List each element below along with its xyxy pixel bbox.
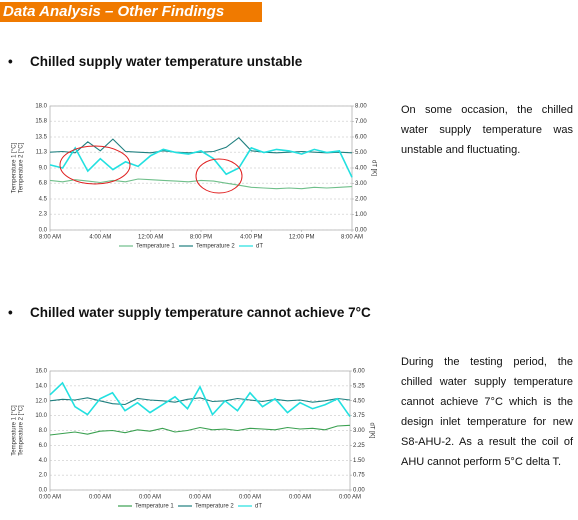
y-tick-label: 14.0 — [35, 383, 47, 389]
y2-tick-label: 6.00 — [353, 369, 365, 375]
y-tick-label: 10.0 — [35, 413, 47, 419]
y-tick-label: 2.3 — [39, 212, 48, 218]
y-axis-label: Temperature 1 [°C] — [12, 405, 18, 456]
heading-text: Chilled supply water temperature unstabl… — [30, 54, 303, 69]
y-axis-label: Temperature 2 [°C] — [19, 405, 25, 456]
series-line — [49, 136, 353, 154]
y-tick-label: 2.0 — [39, 473, 48, 479]
y2-tick-label: 2.25 — [353, 443, 365, 449]
x-tick-label: 0:00 AM — [189, 495, 211, 501]
plot-area — [49, 105, 353, 231]
title-bar: Data Analysis – Other Findings — [0, 2, 262, 22]
y-tick-label: 12.0 — [35, 398, 47, 404]
paragraph: On some occasion, the chilled water supp… — [401, 104, 573, 156]
x-tick-label: 0:00 AM — [139, 495, 161, 501]
series-line — [49, 381, 351, 418]
legend-label: dT — [255, 504, 262, 510]
y-tick-label: 8.0 — [39, 428, 48, 434]
y2-tick-label: 0.00 — [353, 488, 365, 494]
x-tick-label: 12:00 PM — [289, 235, 315, 241]
x-tick-label: 0:00 AM — [339, 495, 361, 501]
y-axis-label: Temperature 1 [°C] — [12, 142, 18, 193]
y-tick-label: 16.0 — [35, 369, 47, 375]
y2-tick-label: 3.00 — [353, 428, 365, 434]
legend-label: Temperature 1 — [136, 244, 175, 250]
y2-tick-label: 1.00 — [355, 212, 367, 218]
y2-tick-label: 3.00 — [355, 181, 367, 187]
y-tick-label: 11.3 — [36, 150, 48, 156]
x-tick-label: 0:00 AM — [289, 495, 311, 501]
x-tick-label: 4:00 AM — [89, 235, 111, 241]
y-tick-label: 18.0 — [35, 104, 47, 110]
y2-tick-label: 0.75 — [353, 473, 365, 479]
y2-tick-label: 4.00 — [355, 166, 367, 172]
heading-text: Chilled water supply temperature cannot … — [30, 305, 371, 320]
x-tick-label: 8:00 PM — [190, 235, 212, 241]
x-tick-label: 0:00 AM — [239, 495, 261, 501]
y2-tick-label: 2.00 — [355, 197, 367, 203]
y2-tick-label: 5.25 — [353, 383, 365, 389]
y-tick-label: 4.0 — [39, 458, 48, 464]
y2-tick-label: 5.00 — [355, 150, 367, 156]
paragraph: During the testing period, the chilled w… — [401, 356, 573, 468]
highlight-ellipse — [59, 145, 131, 185]
y-tick-label: 0.0 — [39, 228, 48, 234]
y2-tick-label: 3.75 — [353, 413, 365, 419]
x-tick-label: 8:00 AM — [341, 235, 363, 241]
y2-tick-label: 0.00 — [355, 228, 367, 234]
y2-axis-label: dT [K] — [368, 423, 374, 439]
y2-axis-label: dT [K] — [370, 160, 376, 176]
bullet-heading: • Chilled supply water temperature unstab… — [8, 54, 303, 69]
legend-label: dT — [256, 244, 263, 250]
y-tick-label: 0.0 — [39, 488, 48, 494]
y-tick-label: 4.5 — [39, 197, 48, 203]
y-tick-label: 6.8 — [39, 181, 48, 187]
x-tick-label: 0:00 AM — [39, 495, 61, 501]
series-line — [49, 397, 351, 406]
y2-tick-label: 8.00 — [355, 104, 367, 110]
legend-label: Temperature 1 — [135, 504, 174, 510]
y2-tick-label: 4.50 — [353, 398, 365, 404]
x-tick-label: 0:00 AM — [89, 495, 111, 501]
x-tick-label: 4:00 PM — [240, 235, 262, 241]
y2-tick-label: 7.00 — [355, 119, 367, 125]
series-line — [49, 146, 353, 178]
x-tick-label: 8:00 AM — [39, 235, 61, 241]
y-tick-label: 6.0 — [39, 443, 48, 449]
series-line — [49, 424, 351, 436]
legend-label: Temperature 2 — [196, 244, 235, 250]
y2-tick-label: 6.00 — [355, 135, 367, 141]
highlight-ellipse — [195, 158, 243, 194]
y-axis-label: Temperature 2 [°C] — [19, 142, 25, 193]
y-tick-label: 9.0 — [39, 166, 48, 172]
bullet-heading: • Chilled water supply temperature cannot… — [8, 305, 371, 320]
y2-tick-label: 1.50 — [353, 458, 365, 464]
series-line — [49, 178, 353, 190]
y-tick-label: 13.5 — [35, 135, 47, 141]
y-tick-label: 15.8 — [35, 119, 47, 125]
x-tick-label: 12:00 AM — [138, 235, 163, 241]
legend-label: Temperature 2 — [195, 504, 234, 510]
